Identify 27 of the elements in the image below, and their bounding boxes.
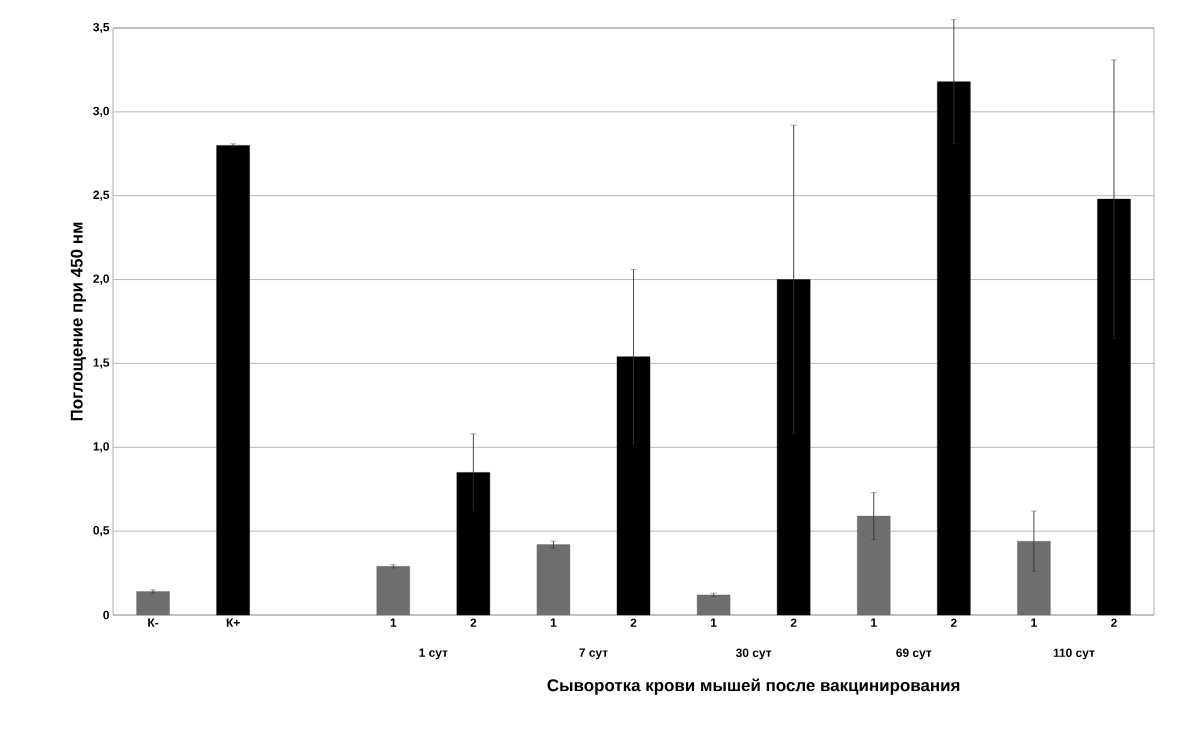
y-tick-label: 1,0 <box>93 442 109 453</box>
x-tick-label: 2 <box>470 618 477 627</box>
x-axis-title: Сыворотка крови мышей после вакцинирования <box>547 678 960 695</box>
x-tick-label: 1 <box>550 618 557 627</box>
y-tick-label: 0,5 <box>93 526 110 537</box>
x-tick-label: 1 <box>1031 618 1037 627</box>
y-tick-label: 3,0 <box>93 106 109 117</box>
text: 7 сут <box>579 648 608 660</box>
text: 110 сут <box>1053 648 1095 660</box>
y-tick-label: 1,5 <box>93 358 110 369</box>
y-axis-title: Поглощение при 450 нм <box>70 222 87 421</box>
y-tick-label: 2,5 <box>93 190 110 201</box>
y-tick-label: 3,5 <box>93 22 110 34</box>
x-tick-label: 2 <box>790 618 797 627</box>
x-tick-label: 1 <box>711 618 717 627</box>
x-tick-label: К+ <box>226 618 240 627</box>
y-tick-label: 0 <box>103 610 109 620</box>
x-tick-label: К- <box>148 618 159 627</box>
x-tick-label: 2 <box>1111 618 1117 627</box>
x-tick-label: 1 <box>871 618 877 627</box>
x-tick-label: 2 <box>950 618 957 627</box>
x-tick-label: 2 <box>630 618 637 627</box>
text: 69 сут <box>896 648 932 660</box>
text: 1 сут <box>419 648 448 660</box>
x-tick-label: 1 <box>390 618 397 627</box>
y-tick-label: 2,0 <box>93 274 109 285</box>
text: 30 сут <box>735 648 772 660</box>
